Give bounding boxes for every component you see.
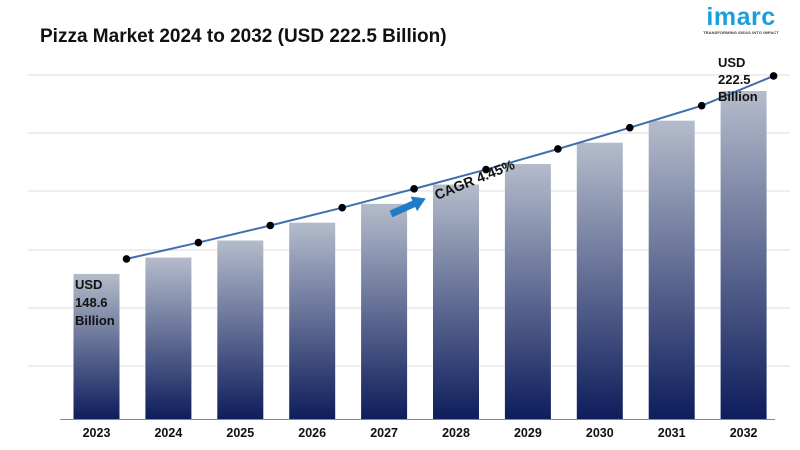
bar-2030 bbox=[576, 142, 623, 419]
cagr-arrow-icon bbox=[389, 196, 426, 218]
start-value-label: USD bbox=[75, 277, 102, 292]
trend-point-2027 bbox=[410, 185, 418, 193]
x-tick-label: 2023 bbox=[83, 426, 111, 440]
bar-2026 bbox=[289, 222, 336, 419]
trend-point-2031 bbox=[697, 101, 706, 110]
end-value-label: Billion bbox=[718, 89, 758, 104]
x-tick-label: 2029 bbox=[514, 426, 542, 440]
chart-title: Pizza Market 2024 to 2032 (USD 222.5 Bil… bbox=[40, 26, 447, 47]
trend-point-2030 bbox=[626, 123, 634, 132]
bar-2023 bbox=[73, 273, 120, 419]
trend-point-2026 bbox=[338, 203, 347, 212]
start-value-label: 148.6 bbox=[75, 295, 108, 310]
bar-2027 bbox=[361, 203, 408, 419]
trend-point-2025 bbox=[266, 221, 275, 230]
x-tick-label: 2032 bbox=[730, 426, 758, 440]
bar-2029 bbox=[504, 163, 551, 419]
trend-point-2028 bbox=[482, 165, 490, 174]
trend-line bbox=[122, 72, 778, 263]
bar-2032 bbox=[720, 90, 767, 419]
end-value-label: 222.5 bbox=[718, 72, 751, 87]
x-axis: 2023 2024 2025 2026 2027 2028 2029 2030 2031 2032 bbox=[60, 419, 775, 440]
trend-point-2024 bbox=[194, 238, 203, 247]
trend-point-2029 bbox=[554, 145, 562, 153]
x-tick-label: 2025 bbox=[226, 426, 254, 440]
logo-wordmark: imarc bbox=[706, 3, 776, 31]
x-tick-label: 2030 bbox=[586, 426, 614, 440]
x-tick-label: 2027 bbox=[370, 426, 398, 440]
imarc-logo: imarc TRANSFORMING IDEAS INTO IMPACT bbox=[700, 4, 782, 35]
bar-2031 bbox=[648, 120, 695, 419]
bar-2025 bbox=[217, 240, 264, 419]
x-tick-label: 2024 bbox=[154, 426, 182, 440]
trend-point-2032 bbox=[769, 72, 778, 80]
trend-point-2023 bbox=[122, 255, 131, 263]
bar-2028 bbox=[433, 184, 479, 419]
end-value-label: USD bbox=[718, 55, 745, 70]
x-tick-label: 2028 bbox=[442, 426, 470, 440]
start-value-label: Billion bbox=[75, 313, 115, 328]
trend-line-path bbox=[126, 75, 774, 260]
bar-2024 bbox=[145, 257, 192, 419]
bars bbox=[73, 90, 767, 419]
x-tick-label: 2026 bbox=[298, 426, 326, 440]
logo-tagline: TRANSFORMING IDEAS INTO IMPACT bbox=[703, 30, 779, 35]
x-tick-label: 2031 bbox=[658, 426, 686, 440]
